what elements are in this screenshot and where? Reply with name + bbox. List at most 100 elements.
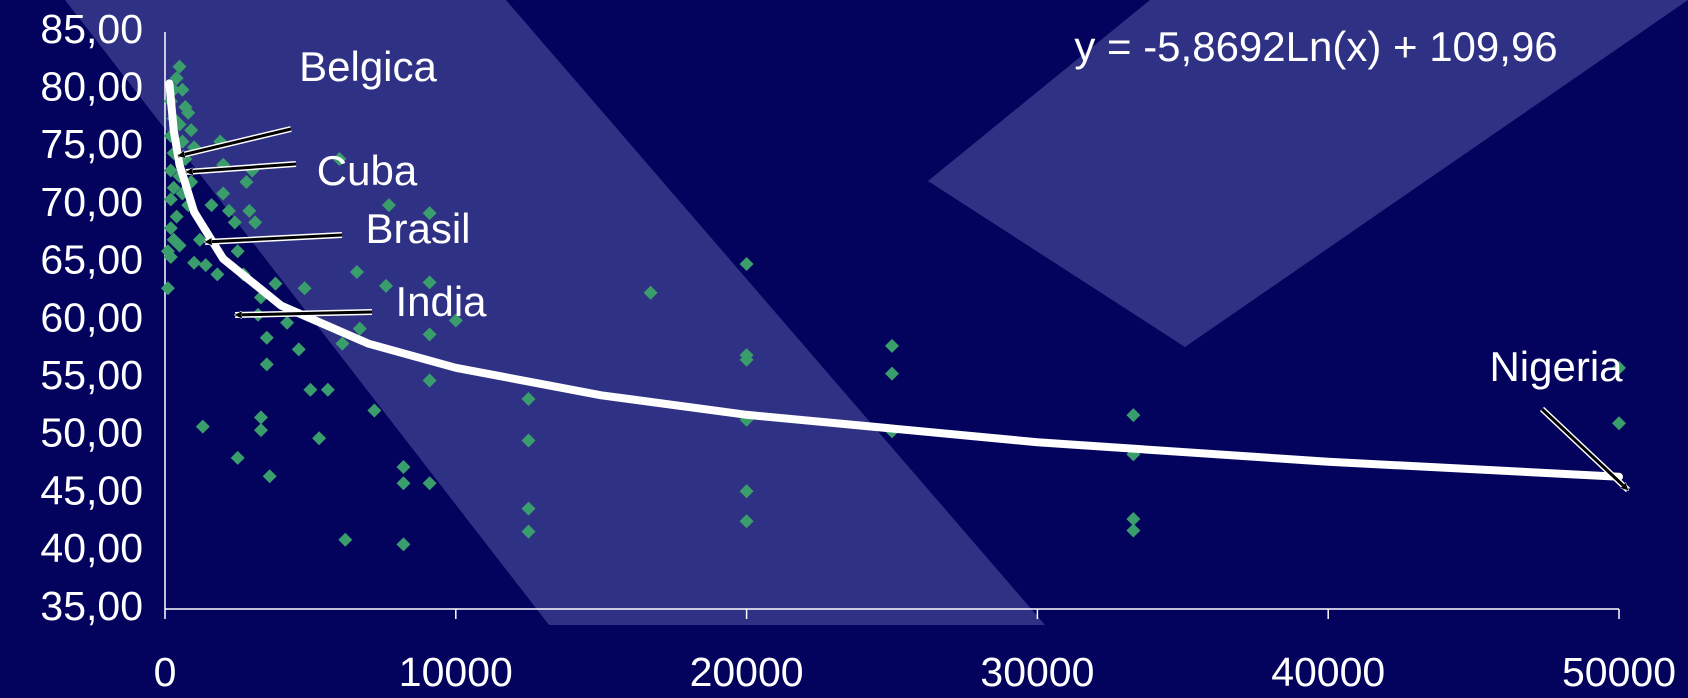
data-point	[422, 275, 437, 290]
data-point	[239, 175, 254, 190]
data-point	[422, 373, 437, 388]
background-band	[928, 0, 1688, 347]
data-point	[268, 276, 283, 291]
trendline	[165, 79, 1623, 481]
annotation-arrow	[205, 233, 343, 242]
data-point	[379, 278, 394, 293]
y-tick-label: 80,00	[40, 64, 143, 110]
y-tick-label: 70,00	[40, 179, 143, 225]
data-point	[885, 338, 899, 353]
data-point	[242, 203, 257, 218]
x-tick-label: 40000	[1271, 649, 1385, 695]
annotation-arrow	[178, 127, 292, 156]
data-point	[160, 281, 175, 296]
data-point	[253, 410, 268, 425]
data-point	[227, 215, 242, 230]
data-point	[739, 514, 754, 529]
data-point	[210, 267, 225, 282]
data-point	[1612, 416, 1626, 431]
data-point	[166, 180, 181, 195]
data-point	[1126, 408, 1141, 423]
data-point	[172, 238, 187, 253]
data-point	[1612, 360, 1626, 375]
data-point	[163, 250, 178, 265]
data-point	[192, 232, 207, 247]
data-point	[181, 105, 196, 120]
data-point	[643, 285, 658, 300]
data-point	[169, 209, 184, 224]
y-tick-label: 50,00	[40, 410, 143, 456]
data-point	[739, 256, 754, 271]
data-point	[448, 313, 463, 328]
y-tick-label: 35,00	[40, 583, 143, 629]
data-point	[335, 336, 350, 351]
data-point	[312, 431, 327, 446]
y-tick-label: 65,00	[40, 237, 143, 283]
data-point	[338, 532, 353, 547]
data-point	[291, 342, 306, 357]
trendline-equation: y = -5,8692Ln(x) + 109,96	[1074, 23, 1557, 70]
data-point	[521, 391, 536, 406]
data-point	[396, 460, 411, 475]
data-point	[163, 192, 178, 207]
annotation-arrow	[1540, 407, 1628, 492]
y-tick-label: 45,00	[40, 467, 143, 513]
data-point	[169, 71, 184, 86]
data-point	[349, 265, 364, 280]
data-point	[739, 484, 754, 499]
data-point	[195, 419, 210, 434]
data-point	[1126, 511, 1141, 526]
data-point	[204, 198, 219, 213]
data-point	[396, 476, 411, 491]
data-point	[253, 423, 268, 438]
data-point	[175, 82, 190, 97]
data-point	[297, 281, 312, 296]
annotation: Belgica	[299, 43, 437, 90]
data-point	[230, 450, 245, 465]
y-tick-label: 75,00	[40, 121, 143, 167]
x-tick-label: 0	[154, 649, 177, 695]
data-point	[259, 330, 274, 345]
data-point	[367, 403, 382, 418]
data-point	[262, 469, 277, 484]
data-point	[163, 163, 178, 178]
data-point	[163, 221, 178, 236]
data-point	[221, 203, 236, 218]
data-point	[1126, 523, 1141, 538]
annotation-arrow	[235, 310, 373, 315]
data-point	[160, 244, 175, 259]
annotation-arrow	[186, 162, 297, 172]
data-point	[320, 382, 335, 397]
data-point	[259, 357, 274, 372]
x-tick-label: 30000	[980, 649, 1094, 695]
data-point	[352, 321, 367, 336]
data-point	[422, 206, 437, 221]
annotation: Brasil	[365, 205, 470, 252]
data-point	[184, 123, 199, 138]
annotation: Nigeria	[1489, 343, 1623, 390]
annotation: Cuba	[317, 147, 418, 194]
data-point	[216, 186, 231, 201]
y-tick-label: 55,00	[40, 352, 143, 398]
data-point	[230, 244, 245, 259]
data-point	[521, 524, 536, 539]
y-tick-label: 85,00	[40, 6, 143, 52]
data-point	[248, 215, 263, 230]
x-tick-label: 20000	[690, 649, 804, 695]
x-tick-label: 50000	[1562, 649, 1676, 695]
data-point	[172, 59, 187, 74]
data-point	[303, 382, 318, 397]
y-tick-label: 40,00	[40, 525, 143, 571]
data-point	[422, 327, 437, 342]
x-tick-label: 10000	[399, 649, 513, 695]
data-point	[332, 151, 347, 166]
data-point	[521, 433, 536, 448]
background-band	[65, 0, 1045, 625]
annotation: India	[395, 278, 487, 325]
data-point	[396, 537, 411, 552]
data-point	[521, 501, 536, 516]
y-tick-label: 60,00	[40, 294, 143, 340]
data-point	[280, 315, 295, 330]
